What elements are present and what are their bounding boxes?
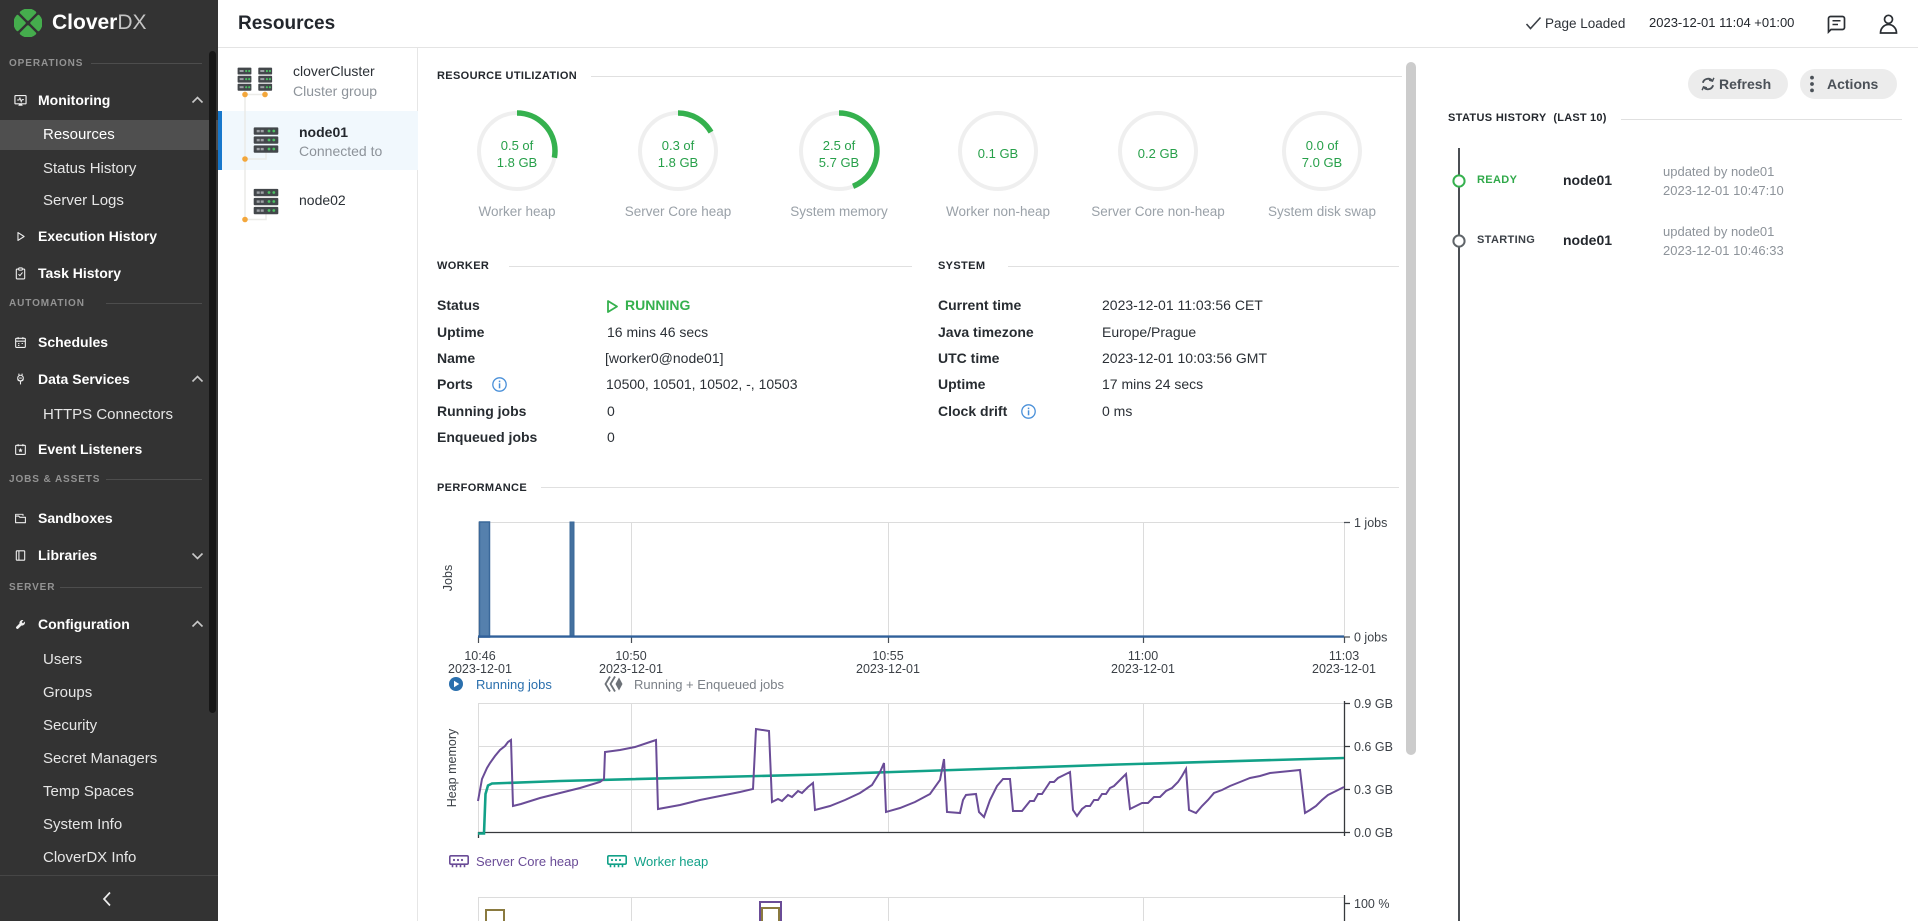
svg-text:Jobs: Jobs (441, 565, 455, 591)
svg-text:2023-12-01: 2023-12-01 (599, 662, 663, 676)
svg-text:2023-12-01: 2023-12-01 (448, 662, 512, 676)
svg-text:10:46: 10:46 (464, 649, 495, 663)
svg-text:0.6 GB: 0.6 GB (1354, 740, 1393, 754)
svg-text:2023-12-01: 2023-12-01 (856, 662, 920, 676)
svg-text:1 jobs: 1 jobs (1354, 516, 1387, 530)
svg-text:0.9 GB: 0.9 GB (1354, 697, 1393, 711)
svg-text:10:50: 10:50 (615, 649, 646, 663)
svg-text:Heap memory: Heap memory (445, 728, 459, 807)
svg-text:0 jobs: 0 jobs (1354, 631, 1387, 645)
svg-text:11:00: 11:00 (1128, 649, 1158, 663)
svg-text:100 %: 100 % (1354, 897, 1389, 911)
svg-text:2023-12-01: 2023-12-01 (1312, 662, 1376, 676)
svg-text:0.0 GB: 0.0 GB (1354, 826, 1393, 840)
svg-text:11:03: 11:03 (1329, 649, 1359, 663)
svg-text:0.3 GB: 0.3 GB (1354, 783, 1393, 797)
svg-text:10:55: 10:55 (872, 649, 903, 663)
svg-text:2023-12-01: 2023-12-01 (1111, 662, 1175, 676)
